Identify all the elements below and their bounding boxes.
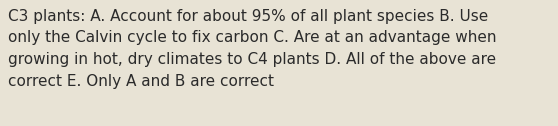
Text: C3 plants: A. Account for about 95% of all plant species B. Use
only the Calvin : C3 plants: A. Account for about 95% of a… xyxy=(8,9,497,89)
